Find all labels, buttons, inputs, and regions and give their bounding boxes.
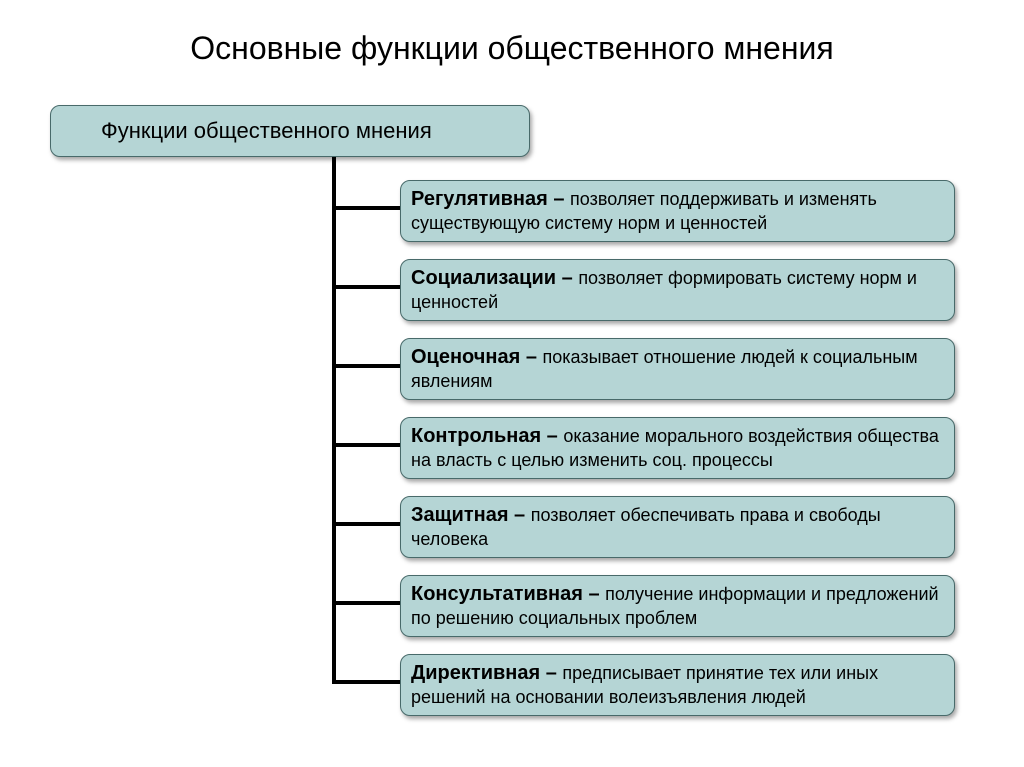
root-node: Функции общественного мнения [50,105,530,157]
item-dash: – [583,583,605,605]
item-term: Регулятивная [411,188,548,210]
page-title: Основные функции общественного мнения [0,30,1024,67]
tree-item: Социализации – позволяет формировать сис… [400,259,955,321]
tree-item: Контрольная – оказание морального воздей… [400,417,955,479]
item-term: Контрольная [411,425,541,447]
connector-branch [332,601,400,605]
connector-branch [332,364,400,368]
connector-branch [332,522,400,526]
item-dash: – [520,346,542,368]
item-dash: – [548,188,570,210]
tree-item: Оценочная – показывает отношение людей к… [400,338,955,400]
item-term: Социализации [411,267,556,289]
tree-item: Регулятивная – позволяет поддерживать и … [400,180,955,242]
tree-item: Защитная – позволяет обеспечивать права … [400,496,955,558]
item-term: Консультативная [411,583,583,605]
item-dash: – [509,504,531,526]
tree-item: Директивная – предписывает принятие тех … [400,654,955,716]
item-dash: – [540,662,562,684]
tree-item: Консультативная – получение информации и… [400,575,955,637]
item-term: Защитная [411,504,509,526]
item-dash: – [556,267,578,289]
connector-branch [332,443,400,447]
connector-trunk [332,157,336,684]
connector-branch [332,206,400,210]
item-dash: – [541,425,563,447]
item-term: Директивная [411,662,540,684]
item-term: Оценочная [411,346,520,368]
connector-branch [332,285,400,289]
connector-branch [332,680,400,684]
